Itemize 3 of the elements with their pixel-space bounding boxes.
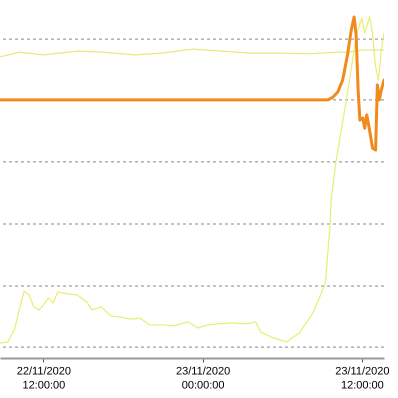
- x-tick-label: 22/11/2020 12:00:00: [16, 366, 71, 392]
- x-tick-label: 23/11/2020 12:00:00: [335, 366, 390, 392]
- x-tick-label: 23/11/2020 00:00:00: [176, 366, 230, 392]
